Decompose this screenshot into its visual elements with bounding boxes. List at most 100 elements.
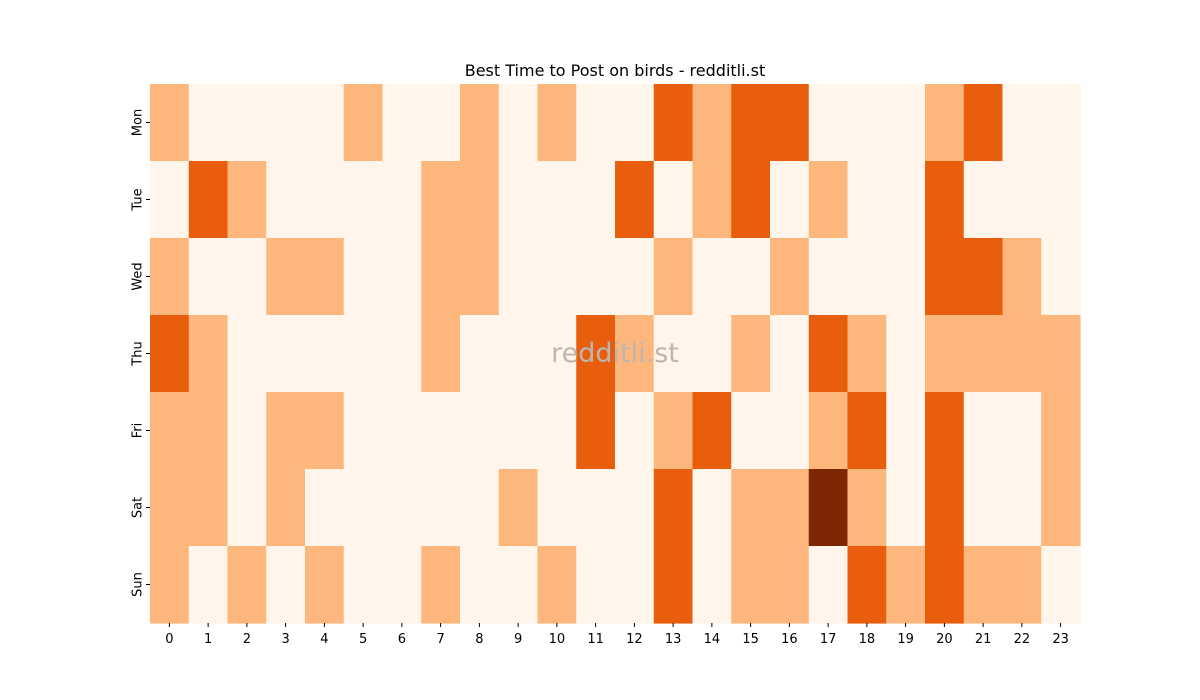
heatmap-cell [653,392,694,470]
heatmap-cell [150,161,190,239]
heatmap-cell [692,161,732,239]
heatmap-cell [615,392,655,470]
heatmap-cell [382,392,422,470]
heatmap-cell [498,546,539,624]
x-tick-label: 10 [549,632,566,647]
heatmap-cell [576,469,616,547]
heatmap-cell [537,238,577,316]
heatmap-cell [498,315,539,393]
heatmap-cell [498,161,539,239]
heatmap-cell [808,315,849,393]
heatmap-cell [537,315,577,393]
heatmap-cell [382,238,422,316]
heatmap-cell [886,161,926,239]
y-tick-label: Wed [131,262,146,290]
heatmap-cell [150,392,190,470]
heatmap-cell [925,546,965,624]
heatmap-cell [1002,392,1042,470]
heatmap-cell [770,392,810,470]
x-tick-label: 5 [359,632,367,647]
heatmap-cell [266,392,306,470]
heatmap-cell [460,315,500,393]
heatmap-cell [770,315,810,393]
heatmap-cell [653,315,694,393]
heatmap-cell [305,84,345,162]
heatmap-cell [266,469,306,547]
y-tick-label: Mon [131,109,146,136]
heatmap-cell [498,84,539,162]
heatmap-cell [692,469,732,547]
x-tick-label: 9 [514,632,522,647]
heatmap-cell [847,161,887,239]
heatmap-cell [1002,469,1042,547]
x-tick-label: 1 [204,632,212,647]
heatmap-cell [808,238,849,316]
heatmap-cell [692,546,732,624]
heatmap-cell [343,392,384,470]
heatmap-cell [343,469,384,547]
heatmap-cell [382,315,422,393]
heatmap-cell [1041,238,1081,316]
heatmap-cell [227,238,267,316]
heatmap-cell [305,469,345,547]
y-axis-ticks: Mon Tue Wed Thu Fri Sat Sun [131,109,150,597]
heatmap-cell [421,469,461,547]
heatmap-cell [615,315,655,393]
heatmap-cell [886,315,926,393]
heatmap-cell [615,238,655,316]
heatmap-cell [188,315,229,393]
heatmap-cell [421,238,461,316]
heatmap-cell [150,315,190,393]
heatmap-cell [576,238,616,316]
heatmap-cell [615,469,655,547]
heatmap-cell [305,315,345,393]
heatmap-cell [421,546,461,624]
heatmap-cell [460,238,500,316]
x-tick-label: 11 [587,632,604,647]
x-tick-label: 16 [781,632,798,647]
heatmap-cell [266,238,306,316]
heatmap-cell [847,469,887,547]
heatmap-cell [692,315,732,393]
heatmap-cell [498,392,539,470]
heatmap-cell [808,469,849,547]
x-tick-label: 3 [281,632,289,647]
heatmap-cell [847,315,887,393]
heatmap-cell [886,238,926,316]
heatmap-cell [963,315,1004,393]
heatmap-cell [460,84,500,162]
x-tick-label: 17 [820,632,837,647]
x-tick-label: 13 [665,632,682,647]
heatmap-cell [1002,84,1042,162]
heatmap-cell [847,84,887,162]
heatmap-cell [537,392,577,470]
heatmap-cell [460,469,500,547]
heatmap-cell [305,392,345,470]
heatmap-cell [382,84,422,162]
heatmap-cell [305,546,345,624]
watermark: redditli.st [551,338,679,369]
heatmap-cell [421,392,461,470]
heatmap-cell [847,546,887,624]
y-tick-label: Sat [131,497,146,518]
heatmap-cell [731,392,771,470]
x-tick-label: 2 [243,632,251,647]
heatmap-cell [188,546,229,624]
heatmap-cell [537,161,577,239]
heatmap-cell [925,315,965,393]
heatmap-cell [576,84,616,162]
heatmap-cell [731,84,771,162]
heatmap-cell [963,546,1004,624]
heatmap-cell [1002,546,1042,624]
heatmap-cell [266,84,306,162]
heatmap-cell [382,546,422,624]
heatmap-cell [731,315,771,393]
x-tick-label: 12 [626,632,643,647]
heatmap-cell [150,546,190,624]
heatmap-cell [653,546,694,624]
heatmap-cell [266,315,306,393]
heatmap-cell [188,469,229,547]
heatmap-cell [343,161,384,239]
heatmap-cell [963,469,1004,547]
heatmap-cell [731,546,771,624]
